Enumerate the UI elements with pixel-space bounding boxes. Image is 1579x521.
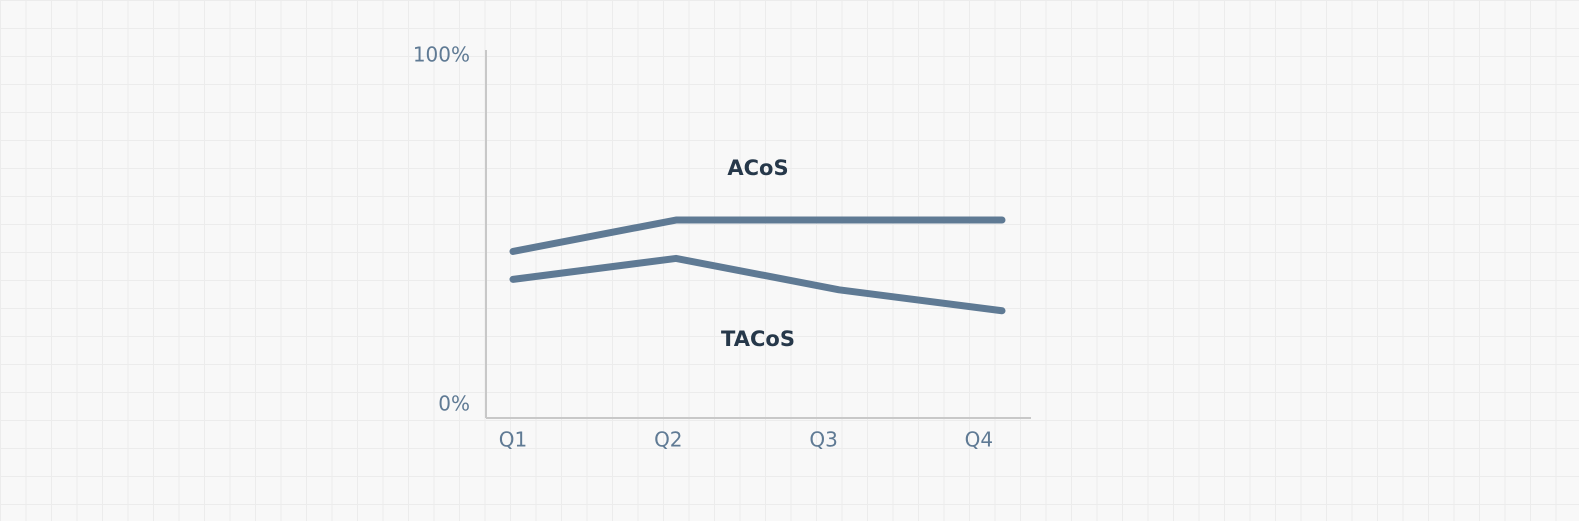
x-tick-label: Q4 bbox=[965, 428, 993, 452]
series-label: TACoS bbox=[721, 327, 795, 351]
y-tick-label: 0% bbox=[438, 392, 470, 416]
series-line bbox=[509, 216, 1006, 255]
series-line bbox=[509, 254, 1006, 315]
x-tick-label: Q2 bbox=[654, 428, 682, 452]
y-tick-label: 100% bbox=[413, 43, 470, 67]
series-label: ACoS bbox=[727, 156, 788, 180]
x-tick-label: Q1 bbox=[499, 428, 527, 452]
x-tick-label: Q3 bbox=[809, 428, 837, 452]
